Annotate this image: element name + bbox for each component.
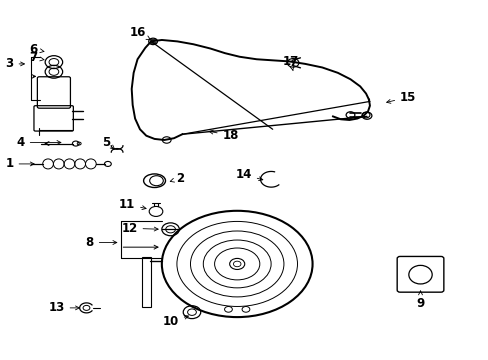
Text: 10: 10 — [163, 315, 188, 328]
Text: 6: 6 — [30, 43, 44, 56]
Text: 13: 13 — [48, 301, 79, 314]
Bar — [142, 257, 151, 307]
Text: 2: 2 — [170, 172, 184, 185]
Text: 12: 12 — [121, 222, 158, 235]
Text: 15: 15 — [386, 91, 416, 104]
Text: 18: 18 — [209, 129, 239, 142]
Text: 16: 16 — [130, 26, 150, 40]
Text: 5: 5 — [102, 136, 114, 149]
Text: 8: 8 — [85, 236, 117, 249]
Text: 7: 7 — [30, 51, 44, 64]
Text: 14: 14 — [235, 168, 262, 181]
Text: 11: 11 — [119, 198, 146, 211]
Text: 3: 3 — [5, 57, 24, 71]
Text: 17: 17 — [282, 55, 298, 71]
Text: 1: 1 — [5, 157, 34, 170]
Text: 4: 4 — [17, 136, 61, 149]
Text: 9: 9 — [416, 291, 424, 310]
